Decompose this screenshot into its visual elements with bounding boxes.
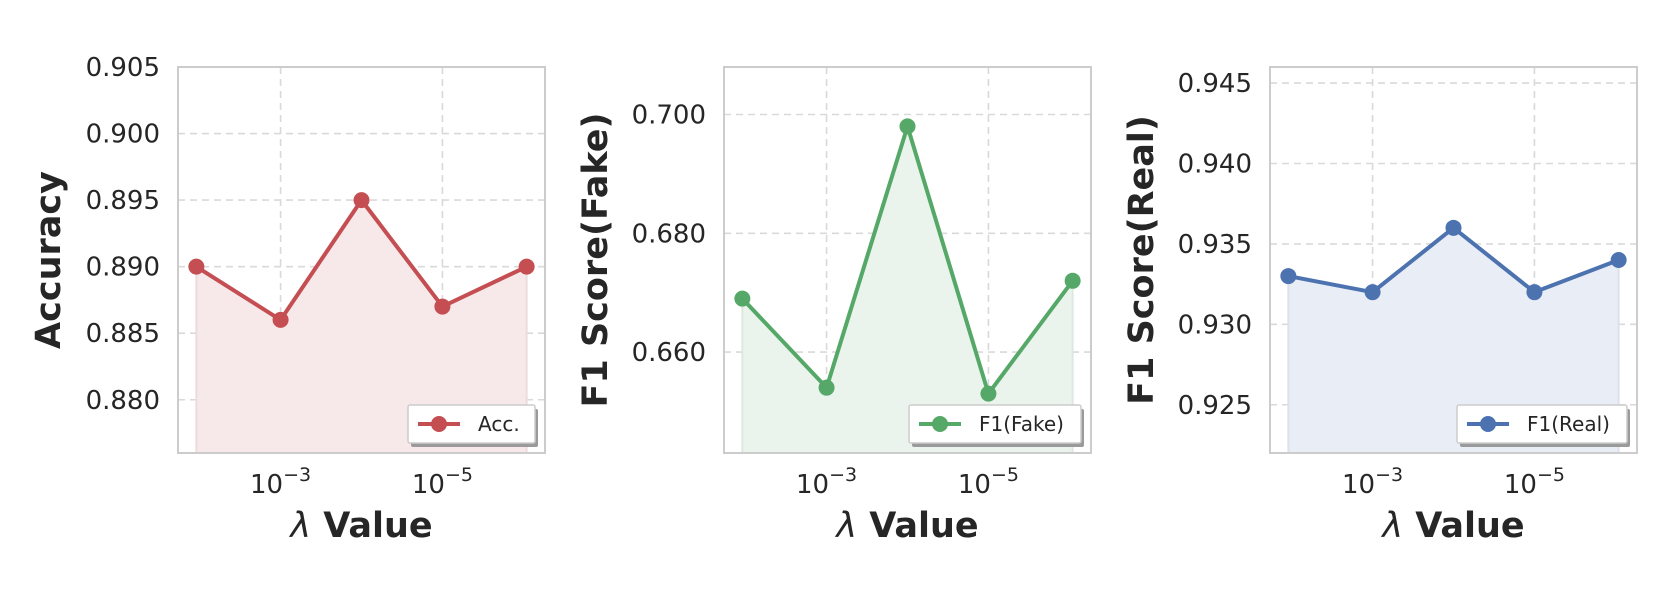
x-tick-label: 10−3: [250, 464, 311, 500]
series-area: [742, 126, 1073, 453]
chart-panel-1: 0.880 0.885 0.890 0.895 0.900 0.905 10−3 10−5 λ …: [29, 53, 546, 546]
data-point: [1526, 284, 1543, 301]
y-tick-label: 0.660: [632, 338, 706, 368]
legend-box: [908, 404, 1082, 444]
x-tick-label: 10−5: [412, 464, 473, 500]
y-axis-title: F1 Score(Fake): [576, 113, 616, 408]
legend-label: Acc.: [478, 412, 520, 436]
y-tick-label: 0.890: [86, 253, 160, 283]
x-axis-title: λ Value: [288, 506, 432, 546]
x-tick-label: 10−3: [796, 464, 857, 500]
x-axis-title: λ Value: [834, 506, 978, 546]
data-point: [1445, 219, 1462, 236]
series-area: [196, 200, 527, 453]
y-tick-label: 0.895: [86, 186, 160, 216]
data-point: [980, 385, 997, 402]
data-point: [518, 258, 535, 275]
legend-marker: [932, 416, 948, 432]
legend-label: F1(Fake): [979, 412, 1064, 436]
data-point: [353, 192, 370, 209]
data-point: [272, 311, 289, 328]
chart-panel-2: 0.660 0.680 0.700 10−3 10−5 λ Value F1 Score(F…: [576, 66, 1092, 546]
plot-frame: [723, 66, 1092, 454]
data-point: [1280, 268, 1297, 285]
data-point: [188, 258, 205, 275]
plot-frame: [1269, 66, 1638, 454]
y-tick-label: 0.700: [632, 101, 706, 131]
legend-marker: [431, 416, 447, 432]
legend: Acc.: [407, 404, 538, 447]
y-tick-label: 0.945: [1178, 69, 1252, 99]
data-point: [1064, 272, 1081, 289]
y-tick-label: 0.680: [632, 219, 706, 249]
y-axis-title: F1 Score(Real): [1122, 115, 1162, 405]
data-point: [818, 379, 835, 396]
data-point: [734, 290, 751, 307]
legend-box: [1456, 404, 1628, 444]
plot-frame: [177, 66, 546, 454]
y-tick-label: 0.880: [86, 386, 160, 416]
series-area: [1288, 227, 1619, 453]
legend: F1(Fake): [908, 404, 1084, 447]
legend-label: F1(Real): [1527, 412, 1610, 436]
legend-box: [407, 404, 536, 444]
x-tick-label: 10−5: [1504, 464, 1565, 500]
y-tick-label: 0.925: [1178, 391, 1252, 421]
data-point: [899, 118, 916, 135]
y-tick-label: 0.905: [86, 53, 160, 83]
chart-panel-3: 0.925 0.930 0.935 0.940 0.945 10−3 10−5 λ Value…: [1122, 66, 1638, 546]
data-point: [434, 298, 451, 315]
y-tick-label: 0.935: [1178, 230, 1252, 260]
x-axis-title: λ Value: [1380, 506, 1524, 546]
y-axis-title: Accuracy: [29, 171, 69, 349]
x-tick-label: 10−3: [1342, 464, 1403, 500]
y-tick-label: 0.885: [86, 319, 160, 349]
data-point: [1610, 252, 1627, 268]
legend-marker: [1480, 416, 1496, 432]
y-tick-label: 0.930: [1178, 310, 1252, 340]
data-point: [1364, 284, 1381, 301]
x-tick-label: 10−5: [958, 464, 1019, 500]
legend: F1(Real): [1456, 404, 1630, 447]
y-tick-label: 0.940: [1178, 150, 1252, 180]
y-tick-label: 0.900: [86, 120, 160, 150]
